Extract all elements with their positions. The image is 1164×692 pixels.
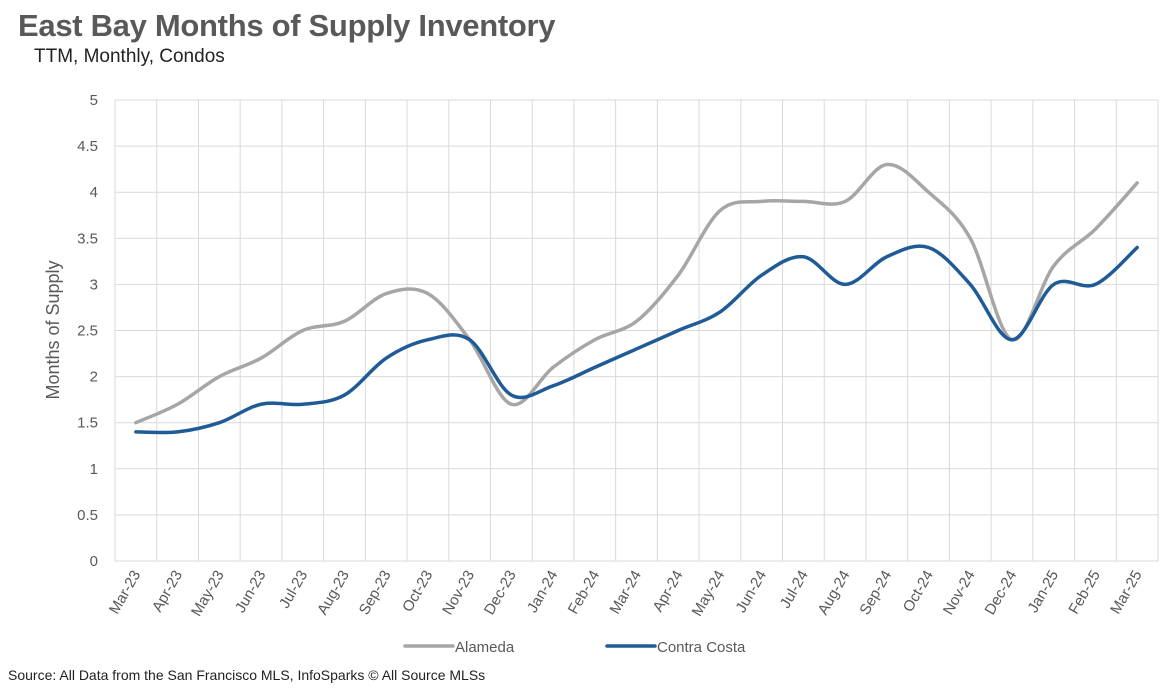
x-tick-label: Oct-23 <box>399 568 436 615</box>
series-line-contra-costa <box>134 244 1139 435</box>
x-tick-label: Jun-24 <box>732 568 770 616</box>
x-tick-label: Oct-24 <box>900 568 937 615</box>
x-tick-label: Aug-24 <box>815 568 854 618</box>
x-tick-label: Jan-24 <box>524 568 562 616</box>
gridlines <box>114 99 1159 562</box>
y-axis-ticks: 0 0.5 1 1.5 2 2.5 3 3.5 4 4.5 5 <box>77 92 98 570</box>
x-tick-label: May-24 <box>689 568 729 620</box>
x-tick-label: Jun-23 <box>232 568 270 616</box>
x-tick-label: Mar-25 <box>1107 568 1145 618</box>
y-tick-label: 4.5 <box>77 138 98 155</box>
y-tick-label: 0.5 <box>77 507 98 524</box>
x-tick-label: Mar-24 <box>606 568 644 618</box>
x-tick-label: Dec-24 <box>982 568 1021 618</box>
y-tick-label: 4 <box>90 184 98 201</box>
y-tick-label: 3.5 <box>77 230 98 247</box>
x-tick-label: Sep-24 <box>856 568 895 618</box>
x-tick-label: Dec-23 <box>481 568 520 618</box>
y-tick-label: 5 <box>90 92 98 109</box>
x-tick-label: Feb-25 <box>1065 568 1103 618</box>
x-tick-label: Aug-23 <box>314 568 353 618</box>
x-tick-label: Feb-24 <box>565 568 603 618</box>
series-line-alameda <box>134 162 1139 425</box>
y-axis-label: Months of Supply <box>43 260 63 399</box>
chart-subtitle: TTM, Monthly, Condos <box>34 46 225 67</box>
legend-label: Alameda <box>455 639 515 656</box>
y-tick-label: 3 <box>90 276 98 293</box>
x-tick-label: Jan-25 <box>1025 568 1063 616</box>
legend: Alameda Contra Costa <box>403 639 746 656</box>
series-lines <box>134 162 1139 435</box>
x-axis-ticks: Mar-23 Apr-23 May-23 Jun-23 Jul-23 Aug-23 Sep-… <box>106 568 1146 620</box>
x-tick-label: Apr-24 <box>649 568 686 615</box>
x-tick-label: Apr-23 <box>149 568 186 615</box>
x-tick-label: Mar-23 <box>106 568 144 618</box>
x-tick-label: Jul-24 <box>777 568 812 612</box>
legend-label: Contra Costa <box>657 639 746 656</box>
x-tick-label: May-23 <box>188 568 228 620</box>
x-tick-label: Jul-23 <box>276 568 311 612</box>
x-tick-label: Sep-23 <box>356 568 395 618</box>
y-tick-label: 2 <box>90 369 98 386</box>
source-note: Source: All Data from the San Francisco … <box>8 667 486 683</box>
y-tick-label: 1 <box>90 461 98 478</box>
x-tick-label: Nov-23 <box>439 568 478 618</box>
y-tick-label: 0 <box>90 553 98 570</box>
y-tick-label: 2.5 <box>77 323 98 340</box>
x-tick-label: Nov-24 <box>940 568 979 618</box>
y-tick-label: 1.5 <box>77 415 98 432</box>
chart-title: East Bay Months of Supply Inventory <box>18 8 556 43</box>
